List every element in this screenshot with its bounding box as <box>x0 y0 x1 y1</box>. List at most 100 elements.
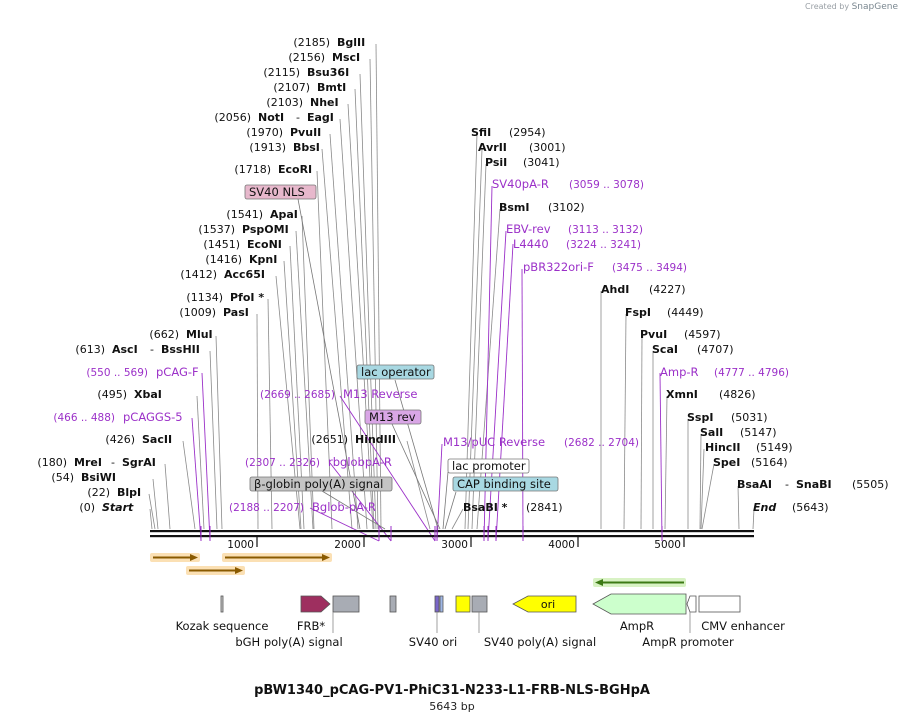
site-pos: (180) <box>37 456 67 469</box>
site-pos: (2651) <box>311 433 348 446</box>
site-name: BmtI <box>317 81 346 94</box>
orf-arrow <box>593 578 686 587</box>
site-pos: (1134) <box>186 291 223 304</box>
site-pos: (5147) <box>740 426 777 439</box>
primer-range: (3475 .. 3494) <box>612 262 687 274</box>
site-pos: (5149) <box>756 441 793 454</box>
primer-range: (3113 .. 3132) <box>568 224 643 236</box>
site-pos: (22) <box>87 486 110 499</box>
feature-label-sv40-polya: SV40 poly(A) signal <box>484 635 596 649</box>
site-name: XbaI <box>134 388 162 401</box>
feature-box-label: CAP binding site <box>457 477 551 491</box>
feature-label-sv40-ori: SV40 ori <box>409 635 457 649</box>
site-name-secondary: SnaBI <box>796 478 832 491</box>
site-name: ScaI <box>652 343 678 356</box>
feature-box-label: lac operator <box>361 365 431 379</box>
site-name: XmnI <box>666 388 698 401</box>
feature-track-leaders <box>332 612 691 633</box>
bgh-polya-feature <box>332 595 360 613</box>
site-name: BsmI <box>499 201 530 214</box>
primer-name: pBR322ori-F <box>523 260 594 274</box>
site-name: SspI <box>687 411 713 424</box>
site-pos: (2115) <box>263 66 300 79</box>
site-pos: (495) <box>97 388 127 401</box>
site-name: SpeI <box>713 456 740 469</box>
site-name: MscI <box>332 51 360 64</box>
site-pos: (3102) <box>548 201 585 214</box>
site-pos: (1970) <box>246 126 283 139</box>
feature-box-cap-binding-site: CAP binding site <box>452 476 559 492</box>
plasmid-length: 5643 bp <box>429 700 475 713</box>
site-pos: (1009) <box>179 306 216 319</box>
ori-inline-label: ori <box>541 598 555 611</box>
site-name: HincII <box>705 441 741 454</box>
site-name: PasI <box>223 306 249 319</box>
site-pos: (2156) <box>288 51 325 64</box>
primer-name: Amp-R <box>660 365 699 379</box>
primer-range: (4777 .. 4796) <box>714 367 789 379</box>
primer-range: (2682 .. 2704) <box>564 437 639 449</box>
site-pos: (54) <box>51 471 74 484</box>
site-pos: (4227) <box>649 283 686 296</box>
site-pos: (1412) <box>180 268 217 281</box>
ruler-label: 1000 <box>227 539 254 551</box>
site-separator: - <box>150 343 154 356</box>
site-name: ApaI <box>270 208 298 221</box>
site-pos: (2841) <box>526 501 563 514</box>
site-pos: (2056) <box>214 111 251 124</box>
credit-prefix: Created by <box>805 2 850 11</box>
feature-box-label: SV40 NLS <box>249 185 305 199</box>
site-name: SfiI <box>471 126 491 139</box>
feature-label-ampr-promoter: AmpR promoter <box>642 635 734 649</box>
plasmid-title: pBW1340_pCAG-PV1-PhiC31-N233-L1-FRB-NLS-… <box>254 683 650 698</box>
site-pos: (3001) <box>529 141 566 154</box>
site-separator: - <box>111 456 115 469</box>
primer-name: M13/pUC Reverse <box>443 435 545 449</box>
site-pos: (4707) <box>697 343 734 356</box>
ampr-promoter-feature <box>686 595 697 613</box>
feature-track <box>220 593 741 615</box>
primer-range: (2307 .. 2326) <box>245 457 320 469</box>
site-name: SalI <box>700 426 723 439</box>
site-pos: (2185) <box>293 36 330 49</box>
site-name: HindIII <box>355 433 396 446</box>
primer-labels: (550 .. 569) pCAG-F (466 .. 488) pCAGGS-… <box>53 177 789 514</box>
site-name: BsaBI * <box>463 501 508 514</box>
frb-feature <box>300 595 331 613</box>
site-name-secondary: SgrAI <box>122 456 156 469</box>
ruler-label: 4000 <box>548 539 575 551</box>
site-name: KpnI <box>249 253 277 266</box>
site-pos: (2103) <box>266 96 303 109</box>
feature-box-m13-rev: M13 rev <box>364 409 422 425</box>
primer-range: (2188 .. 2207) <box>229 502 304 514</box>
primer-name: rbglobpA-R <box>328 455 392 469</box>
snapgene-logo-text: SnapGene <box>851 2 898 12</box>
site-pos: (613) <box>75 343 105 356</box>
primer-range: (550 .. 569) <box>86 367 148 379</box>
site-name: PvuI <box>640 328 667 341</box>
site-separator: - <box>785 478 789 491</box>
restriction-site-labels: (2185) BglII (2156) MscI (2115) Bsu36I (… <box>37 36 888 514</box>
site-pos: (4597) <box>684 328 721 341</box>
feature-label-cmv-enhancer: CMV enhancer <box>701 619 785 633</box>
site-name: FspI <box>625 306 651 319</box>
feature-box-beta-globin-polya: β-globin poly(A) signal <box>249 476 393 492</box>
primer-ticks <box>200 526 663 541</box>
site-pos: (1451) <box>203 238 240 251</box>
site-name: AhdI <box>601 283 629 296</box>
feature-label-kozak: Kozak sequence <box>176 619 269 633</box>
site-name: BsiWI <box>81 471 116 484</box>
site-name: End <box>753 501 776 514</box>
site-name: MreI <box>74 456 102 469</box>
site-pos: (4826) <box>719 388 756 401</box>
site-pos: (1541) <box>226 208 263 221</box>
snapgene-credit: Created by SnapGene <box>805 2 898 12</box>
sv40-polya-signal-feature <box>471 595 488 613</box>
site-name: NheI <box>310 96 339 109</box>
feature-box-sv40-nls: SV40 NLS <box>244 184 317 200</box>
site-name: EcoNI <box>247 238 282 251</box>
feature-box-label: lac promoter <box>452 459 526 473</box>
site-name: BsaAI <box>737 478 772 491</box>
sv40-polya-feature <box>455 595 471 613</box>
